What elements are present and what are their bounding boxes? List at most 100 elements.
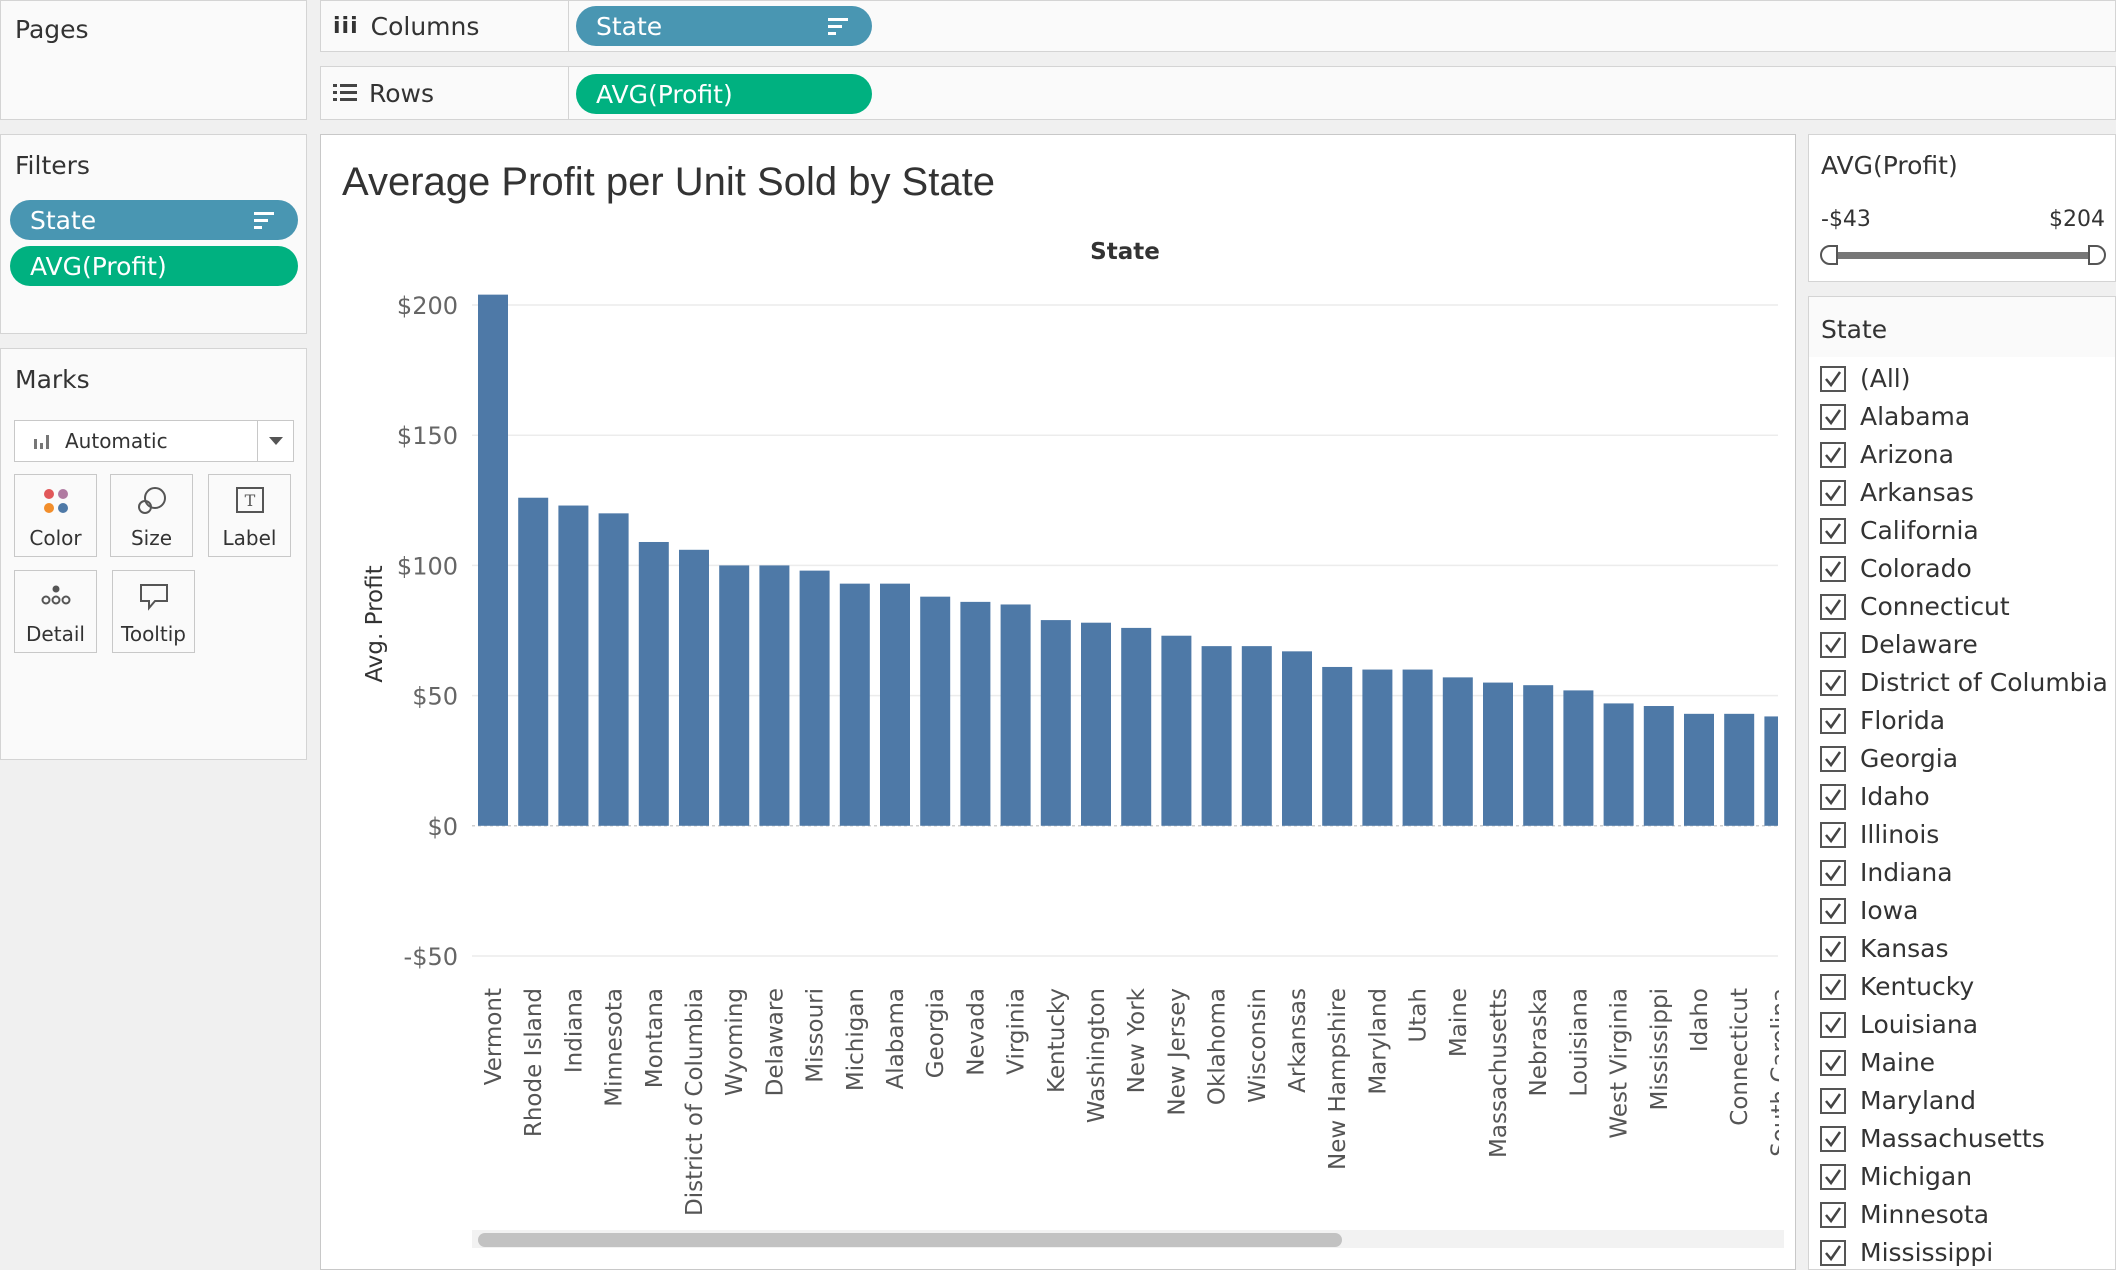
checkbox-checked-icon[interactable] [1820,935,1846,962]
checkbox-checked-icon[interactable] [1820,745,1846,772]
rows-icon [333,84,357,101]
state-filter-item-label: Kentucky [1860,972,1975,1001]
checkbox-checked-icon[interactable] [1820,403,1846,430]
state-filter-item[interactable]: Florida [1820,706,1945,735]
range-filter-title: AVG(Profit) [1821,151,1958,180]
state-filter-item-label: (All) [1860,364,1911,393]
state-filter-item[interactable]: District of Columbia [1820,668,2108,697]
state-filter-item[interactable]: Arkansas [1820,478,1974,507]
columns-shelf-label: iii Columns [321,1,569,51]
state-filter-item-label: Connecticut [1860,592,2010,621]
state-filter-item[interactable]: (All) [1820,364,1911,393]
checkbox-checked-icon[interactable] [1820,593,1846,620]
sort-descending-icon [254,212,274,229]
checkbox-checked-icon[interactable] [1820,1087,1846,1114]
label-icon: T [235,487,264,513]
state-filter-item-label: Maryland [1860,1086,1976,1115]
checkbox-checked-icon[interactable] [1820,555,1846,582]
checkbox-checked-icon[interactable] [1820,783,1846,810]
state-filter-item[interactable]: Idaho [1820,782,1930,811]
chart-title: Average Profit per Unit Sold by State [342,160,995,204]
tooltip-icon [139,584,168,611]
state-filter-item[interactable]: Kentucky [1820,972,1974,1001]
state-filter-item-label: Massachusetts [1860,1124,2045,1153]
state-filter-item[interactable]: Georgia [1820,744,1958,773]
pages-panel: Pages [0,0,307,120]
checkbox-checked-icon[interactable] [1820,821,1846,848]
state-filter-item[interactable]: Colorado [1820,554,1972,583]
pages-title: Pages [15,15,89,44]
rows-shelf-label: Rows [321,67,569,119]
range-slider-track[interactable] [1829,252,2097,259]
state-filter-item-label: California [1860,516,1979,545]
rows-avg-profit-pill[interactable]: AVG(Profit) [576,74,872,114]
checkbox-checked-icon[interactable] [1820,479,1846,506]
state-filter-item-label: Arizona [1860,440,1954,469]
checkbox-checked-icon[interactable] [1820,1201,1846,1228]
chart-panel [320,134,1796,1270]
state-filter-item[interactable]: Kansas [1820,934,1949,963]
state-filter-item-label: Mississippi [1860,1238,1994,1267]
state-filter-item[interactable]: Delaware [1820,630,1978,659]
state-filter-item-label: Indiana [1860,858,1953,887]
state-filter-item[interactable]: Mississippi [1820,1238,1993,1267]
checkbox-checked-icon[interactable] [1820,517,1846,544]
checkbox-checked-icon[interactable] [1820,1239,1846,1266]
chevron-down-icon[interactable] [257,421,293,461]
checkbox-checked-icon[interactable] [1820,859,1846,886]
state-filter-item[interactable]: Michigan [1820,1162,1972,1191]
state-filter-item-label: Georgia [1860,744,1959,773]
checkbox-checked-icon[interactable] [1820,441,1846,468]
state-filter-item[interactable]: Illinois [1820,820,1939,849]
state-filter-title: State [1821,315,1888,344]
horizontal-scrollbar-thumb[interactable] [478,1233,1342,1247]
marks-tooltip-button[interactable]: Tooltip [112,570,195,653]
state-filter-item[interactable]: Maryland [1820,1086,1976,1115]
state-filter-item-label: Arkansas [1860,478,1974,507]
state-filter-item[interactable]: Connecticut [1820,592,2010,621]
marks-color-button[interactable]: Color [14,474,97,557]
checkbox-checked-icon[interactable] [1820,897,1846,924]
range-max-label: $204 [2049,207,2105,232]
marks-detail-button[interactable]: Detail [14,570,97,653]
range-slider-max-handle[interactable] [2088,245,2106,265]
state-filter-item-label: Maine [1860,1048,1936,1077]
state-filter-item-label: District of Columbia [1860,668,2108,697]
mark-type-dropdown[interactable]: Automatic [14,420,294,462]
columns-icon: iii [333,13,359,39]
state-filter-item[interactable]: Maine [1820,1048,1935,1077]
checkbox-checked-icon[interactable] [1820,1125,1846,1152]
detail-icon [41,585,70,605]
size-icon [137,487,166,514]
checkbox-checked-icon[interactable] [1820,631,1846,658]
filter-state-pill[interactable]: State [10,200,298,240]
checkbox-checked-icon[interactable] [1820,707,1846,734]
state-filter-item[interactable]: Iowa [1820,896,1918,925]
state-filter-item-label: Louisiana [1860,1010,1979,1039]
state-filter-item[interactable]: Louisiana [1820,1010,1978,1039]
state-filter-item[interactable]: Arizona [1820,440,1954,469]
columns-state-pill[interactable]: State [576,6,872,46]
checkbox-checked-icon[interactable] [1820,1049,1846,1076]
marks-size-button[interactable]: Size [110,474,193,557]
checkbox-checked-icon[interactable] [1820,1163,1846,1190]
checkbox-checked-icon[interactable] [1820,973,1846,1000]
state-filter-item-label: Illinois [1860,820,1940,849]
state-filter-item[interactable]: California [1820,516,1979,545]
state-filter-item-label: Michigan [1860,1162,1973,1191]
checkbox-checked-icon[interactable] [1820,365,1846,392]
svg-text:T: T [244,491,255,510]
marks-label-button[interactable]: T Label [208,474,291,557]
state-filter-item[interactable]: Minnesota [1820,1200,1989,1229]
checkbox-checked-icon[interactable] [1820,1011,1846,1038]
state-filter-item[interactable]: Alabama [1820,402,1970,431]
state-filter-item-label: Colorado [1860,554,1972,583]
state-filter-item-label: Alabama [1860,402,1971,431]
state-filter-item[interactable]: Indiana [1820,858,1953,887]
filter-avg-profit-pill[interactable]: AVG(Profit) [10,246,298,286]
checkbox-checked-icon[interactable] [1820,669,1846,696]
state-filter-item-label: Minnesota [1860,1200,1990,1229]
state-filter-item-label: Florida [1860,706,1946,735]
state-filter-item[interactable]: Massachusetts [1820,1124,2045,1153]
range-slider-min-handle[interactable] [1820,245,1838,265]
